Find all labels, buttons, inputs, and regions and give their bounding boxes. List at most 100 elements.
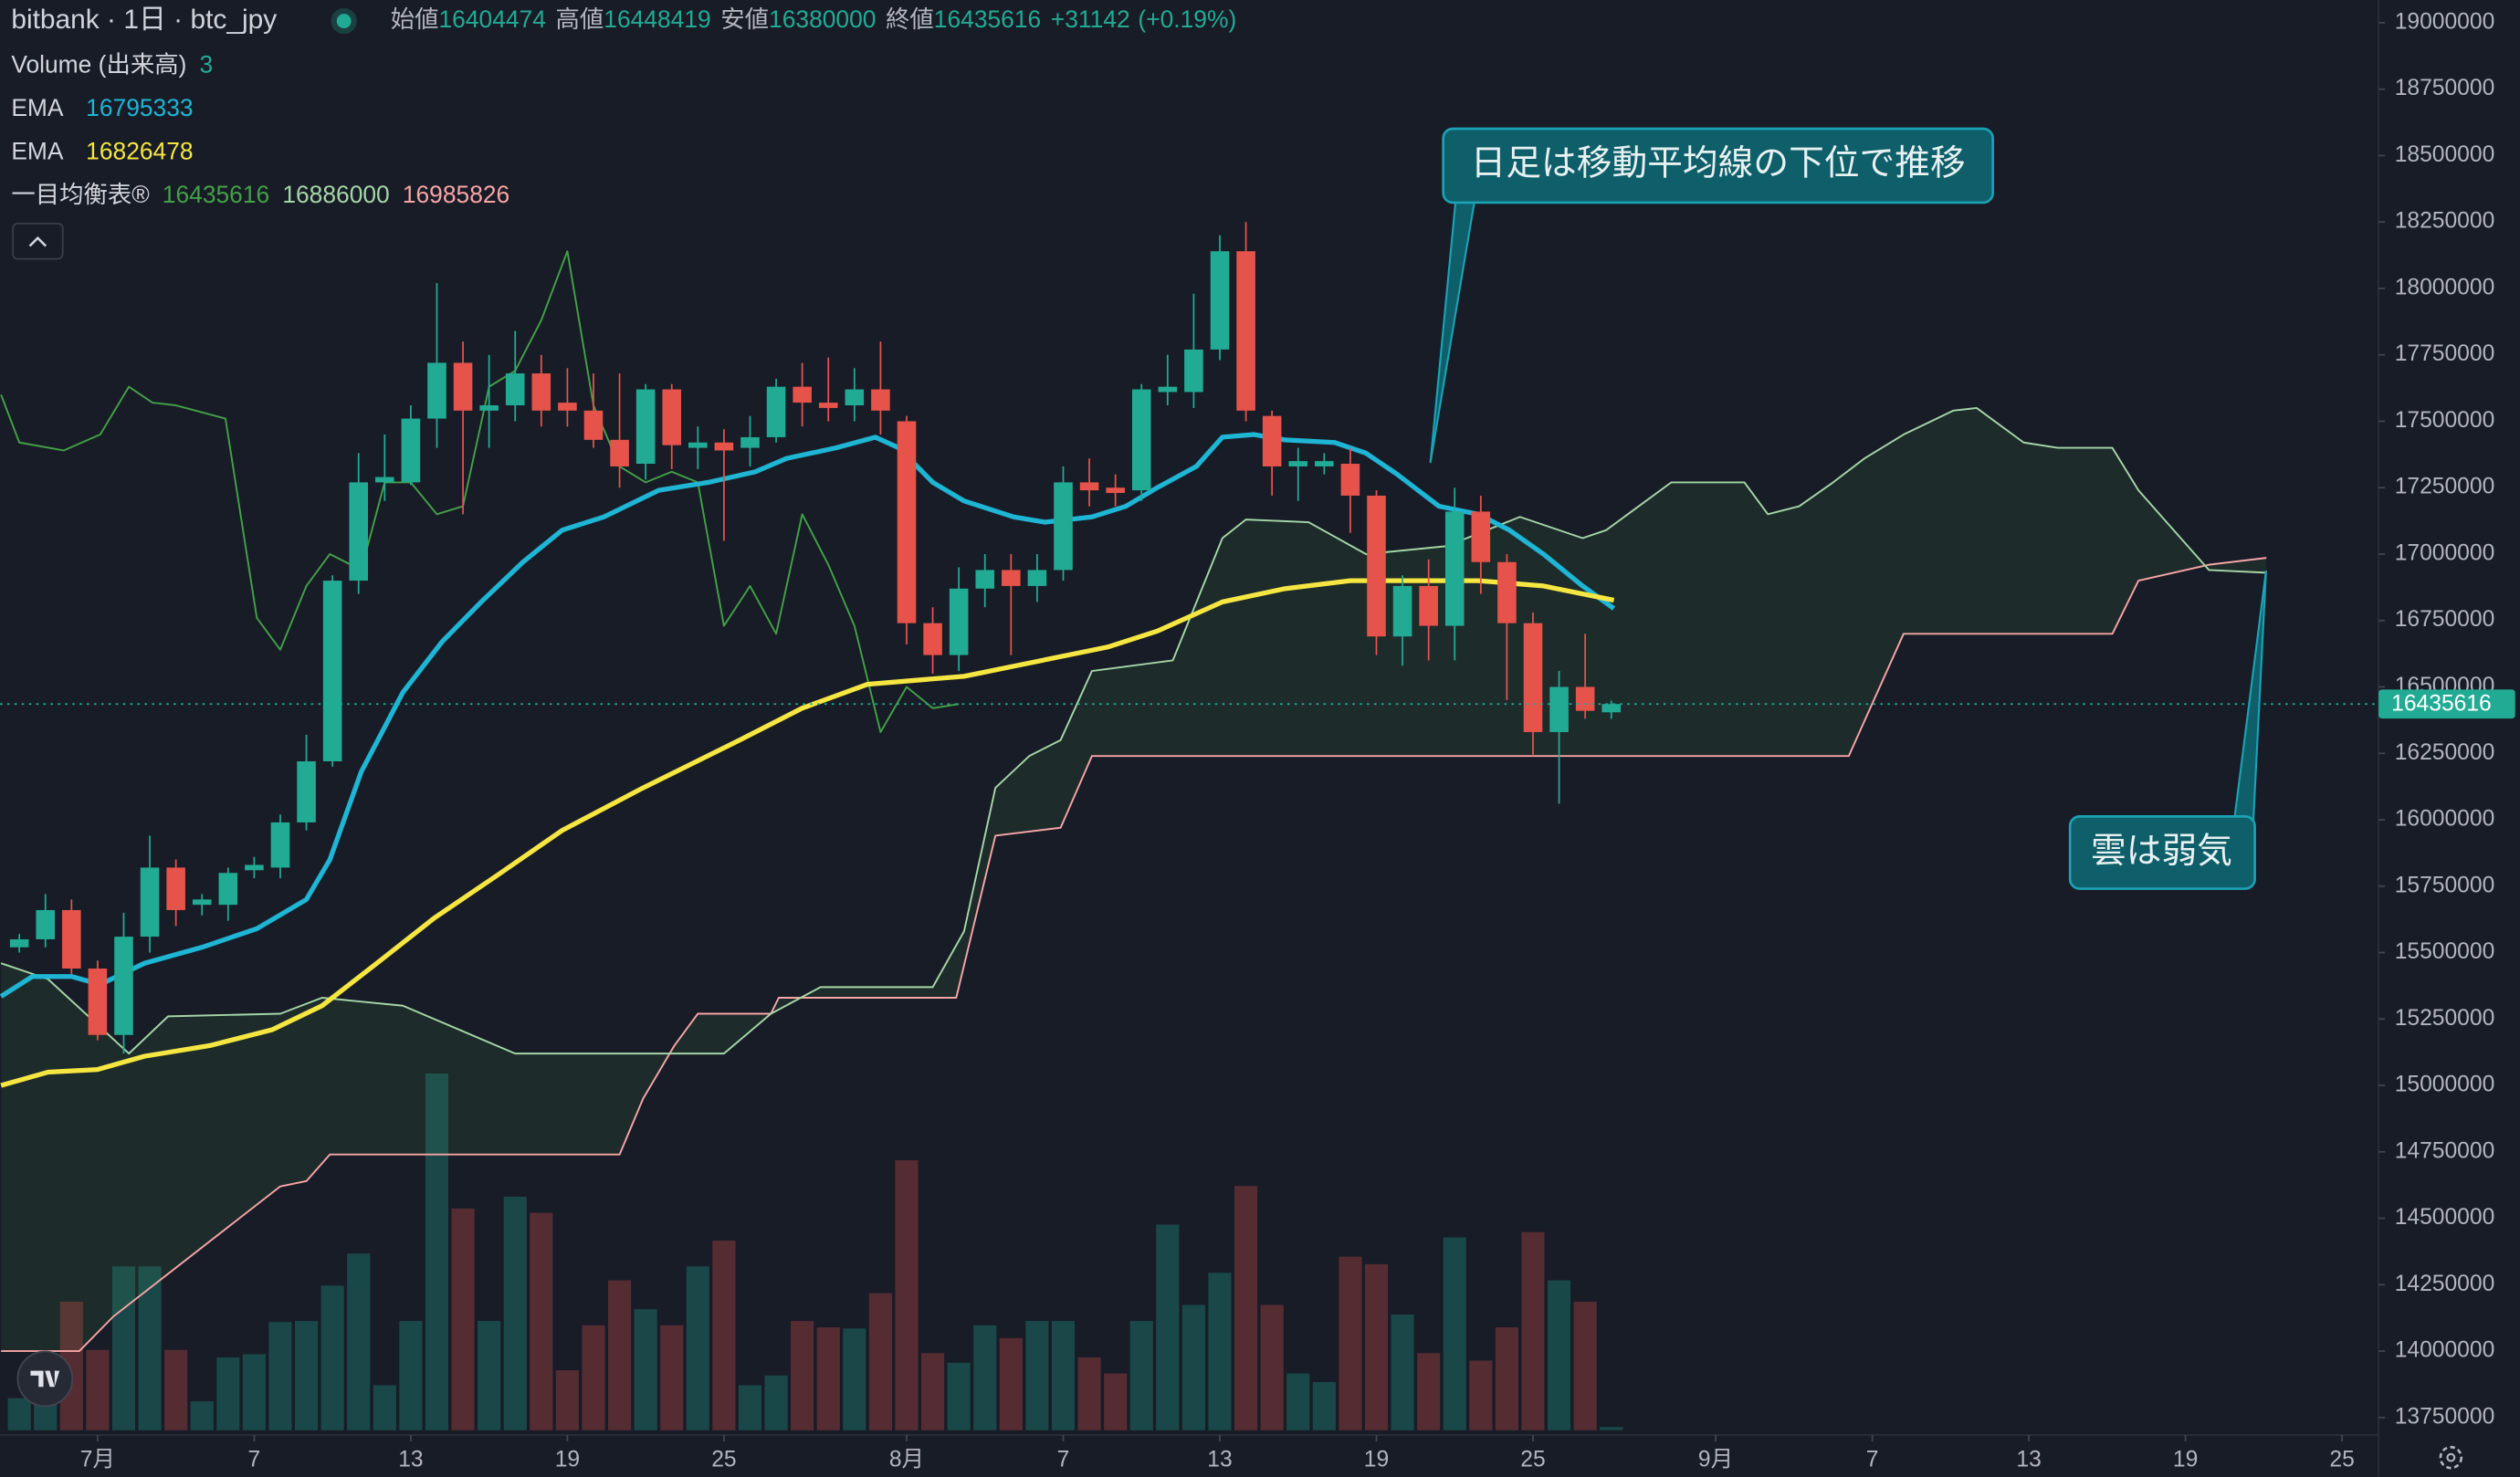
annotation-box	[1442, 127, 1994, 204]
y-tick-label: 15000000	[2395, 1073, 2495, 1097]
candle-body	[401, 418, 421, 483]
gear-icon[interactable]	[2439, 1445, 2463, 1470]
volume-bar	[1156, 1224, 1180, 1430]
x-tick-label: 25	[2329, 1448, 2354, 1472]
y-tick-label: 14750000	[2395, 1138, 2495, 1163]
leading-span-b	[1, 557, 2267, 1353]
ohlc-label: 安値	[720, 5, 769, 33]
x-tick-label: 13	[2016, 1448, 2041, 1472]
ohlc-legend: 始値16404474 高値16448419 安値16380000 終値16435616…	[391, 5, 1237, 33]
indicator-value: 16435616	[163, 181, 269, 208]
volume-bar	[764, 1375, 788, 1430]
volume-bar	[1573, 1301, 1597, 1430]
candle-body	[88, 968, 108, 1035]
candle-body	[1184, 349, 1203, 393]
volume-bar	[1286, 1373, 1310, 1430]
y-tick-label: 17250000	[2395, 475, 2495, 499]
annotation-text: 日足は移動平均線の下位で推移	[1471, 144, 1966, 183]
y-tick-label: 13750000	[2395, 1404, 2495, 1429]
lagging-span	[0, 250, 960, 733]
volume-bar	[868, 1293, 892, 1430]
volume-bar	[973, 1325, 997, 1430]
volume-bar	[451, 1208, 475, 1430]
x-tick-label: 25	[1520, 1448, 1545, 1472]
y-tick-label: 16750000	[2395, 607, 2495, 632]
chevron-icon[interactable]	[28, 236, 47, 247]
candle-body	[1315, 461, 1334, 466]
change: +31142	[1051, 5, 1130, 33]
candle-body	[1523, 623, 1543, 732]
price-tag	[2378, 689, 2515, 719]
volume-bar	[1495, 1327, 1518, 1430]
y-tick-label: 14500000	[2395, 1205, 2495, 1230]
volume-bar	[1443, 1237, 1466, 1430]
x-tick-label: 19	[2173, 1448, 2198, 1472]
volume-bar	[1339, 1256, 1362, 1430]
button-frame[interactable]	[12, 222, 64, 260]
indicator-name: 一目均衡表®	[11, 181, 150, 208]
candle-body	[818, 403, 838, 408]
candle-body	[1340, 464, 1360, 496]
x-tick-label: 7	[248, 1448, 261, 1472]
volume-bar	[425, 1074, 449, 1430]
volume-bar	[86, 1349, 110, 1430]
x-tick-label: 19	[555, 1448, 580, 1472]
ohlc-value: 16448419	[604, 5, 710, 33]
candle-body	[1131, 389, 1151, 491]
ema-line	[0, 578, 1615, 1088]
candle-body	[375, 477, 394, 483]
collapse-button[interactable]	[12, 222, 64, 260]
settings-button[interactable]	[2439, 1445, 2463, 1470]
annotation: 雲は弱気	[2068, 570, 2267, 890]
candle-body	[897, 421, 917, 623]
candle-body	[1002, 570, 1021, 586]
status-dot	[336, 14, 352, 28]
volume-bar	[1077, 1357, 1101, 1430]
indicator-value: 16795333	[86, 94, 193, 121]
candle-body	[975, 570, 995, 589]
y-tick-label: 16250000	[2395, 740, 2495, 765]
candle-body	[610, 439, 629, 466]
candle-body	[1471, 511, 1491, 562]
x-tick-label: 25	[711, 1448, 736, 1472]
ohlc-label: 高値	[555, 5, 604, 33]
candle-body	[62, 909, 81, 969]
x-tick-label: 7	[1057, 1448, 1070, 1472]
volume-bar	[999, 1337, 1023, 1430]
y-tick-label: 19000000	[2395, 9, 2495, 34]
indicator-value: 3	[200, 50, 214, 78]
candle-body	[1106, 487, 1125, 494]
y-tick-label: 17750000	[2395, 341, 2495, 366]
candle-body	[845, 389, 865, 406]
volume-bar	[791, 1321, 814, 1430]
annotation-box	[2068, 815, 2256, 890]
volume-bar	[843, 1328, 866, 1430]
candle-body	[1444, 511, 1465, 626]
annotation: 日足は移動平均線の下位で推移	[1429, 127, 1994, 464]
indicator-name: EMA	[11, 137, 64, 164]
price-tag-label: 16435616	[2391, 692, 2492, 717]
volume-bar	[138, 1266, 162, 1430]
logo[interactable]	[16, 1350, 74, 1408]
logo-circle[interactable]	[16, 1350, 74, 1408]
y-tick-label: 15250000	[2395, 1006, 2495, 1031]
indicator-legend: EMA 16795333	[11, 94, 193, 121]
candle-body	[1575, 686, 1595, 711]
volume-bar	[399, 1321, 423, 1430]
logo-mark[interactable]	[30, 1370, 60, 1388]
volume-bar	[268, 1322, 292, 1430]
volume-bar	[503, 1196, 527, 1430]
indicator-value: 16826478	[86, 137, 193, 164]
indicator-legend: Volume (出来高) 3	[11, 50, 213, 78]
volume-bar	[634, 1309, 657, 1430]
volume-bar	[660, 1325, 684, 1430]
candle-body	[140, 867, 160, 938]
ohlc-label: 終値	[886, 5, 934, 33]
x-tick-label: 8月	[889, 1448, 924, 1472]
y-tick-label: 14000000	[2395, 1338, 2495, 1363]
gear-center[interactable]	[2446, 1452, 2456, 1462]
x-tick-label: 7	[1866, 1448, 1879, 1472]
volume-bar	[582, 1325, 605, 1430]
